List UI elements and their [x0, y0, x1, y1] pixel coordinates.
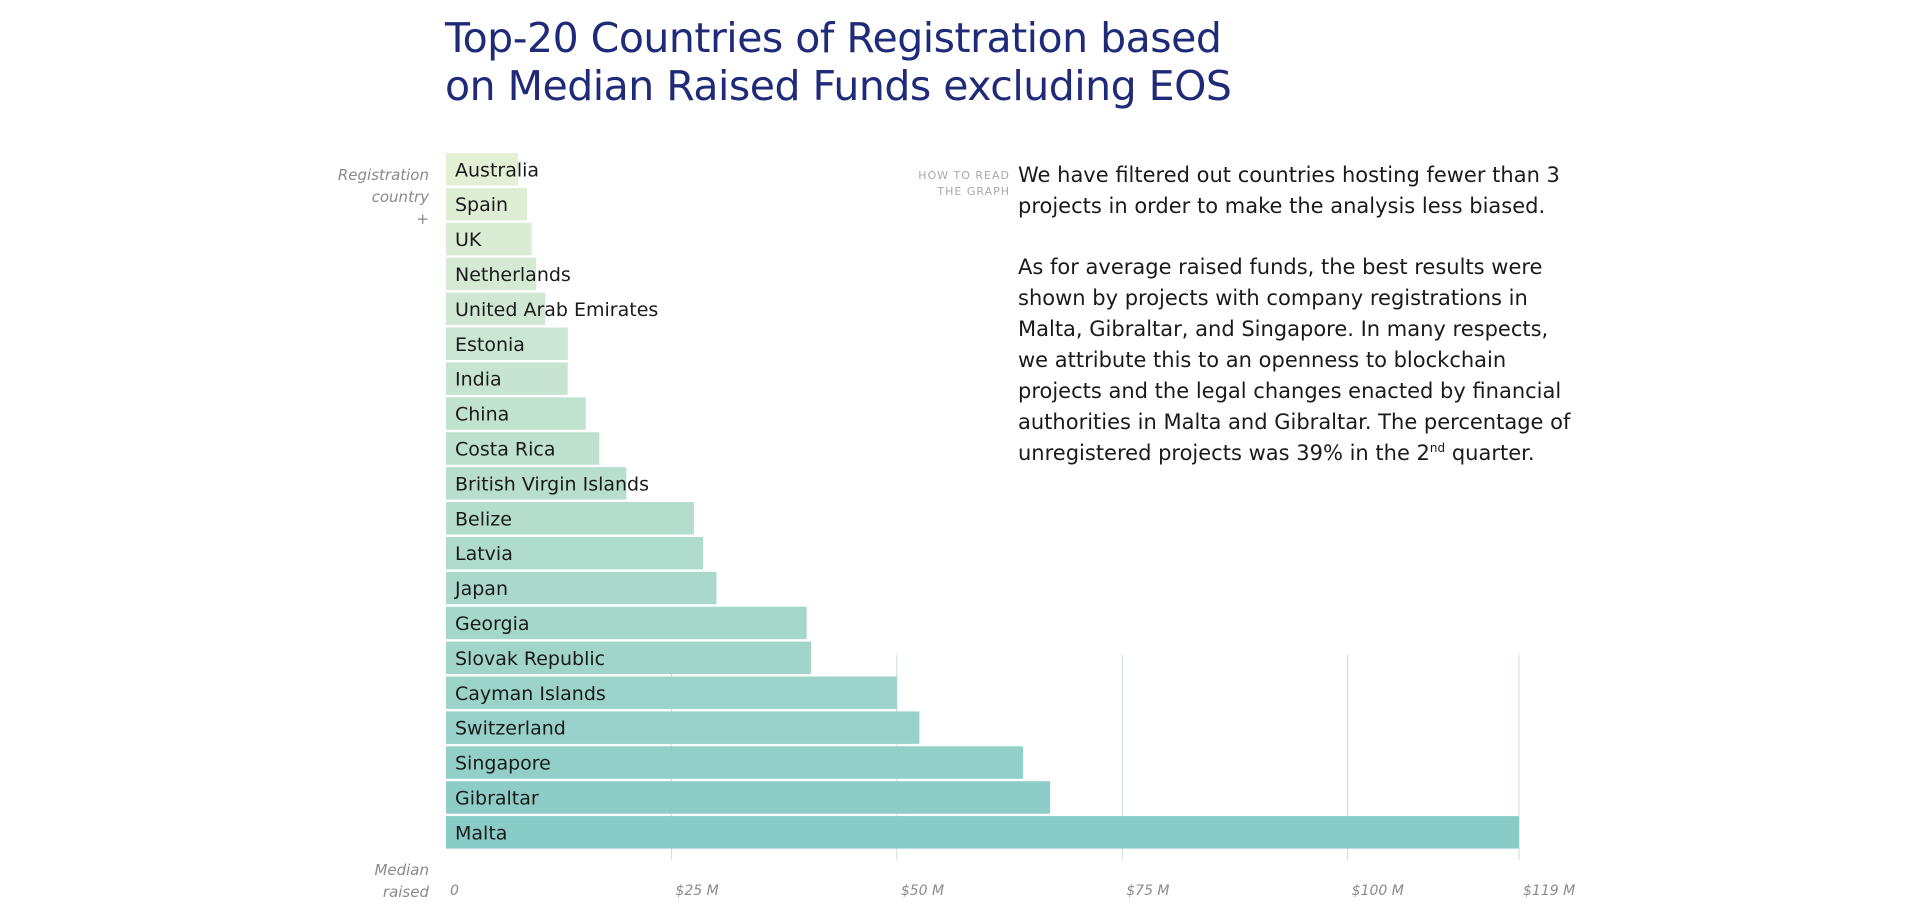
x-axis-ticks: 0 $25 M $50 M $75 M $100 M $119 M [450, 883, 1575, 899]
bar-label-uk: UK [455, 229, 482, 251]
bar-malta [446, 816, 1519, 849]
how-to-read-line-1: HOW TO READ [918, 169, 1010, 182]
bar-latvia [446, 536, 703, 570]
bar-label-costa-rica: Costa Rica [455, 438, 556, 460]
y-axis-caption-line-3: + [416, 210, 429, 228]
bar-india [446, 362, 568, 395]
y-axis-caption-line-1: Registration [338, 166, 429, 184]
bar-cayman-islands [446, 676, 897, 709]
chart-title-line-2: on Median Raised Funds excluding EOS [445, 62, 1232, 110]
x-tick-label-5: $119 M [1523, 883, 1575, 899]
y-axis-caption-line-2: country [372, 188, 430, 206]
how-to-read-line-2: THE GRAPH [937, 185, 1010, 198]
bar-netherlands [446, 257, 537, 291]
bar-japan [446, 571, 717, 605]
bar-label-gibraltar: Gibraltar [455, 787, 539, 809]
ordinal-suffix: nd [1429, 441, 1446, 455]
x-axis-caption-line-2: raised [383, 883, 430, 901]
chart-title-line-1: Top-20 Countries of Registration based [445, 14, 1222, 62]
bar-label-japan: Japan [454, 578, 508, 600]
bar-belize [446, 502, 694, 535]
bar-label-spain: Spain [455, 194, 508, 216]
x-tick-label-0: 0 [450, 883, 459, 899]
bar-gibraltar [446, 781, 1051, 814]
bar-label-slovak-republic: Slovak Republic [455, 648, 605, 670]
bar-estonia [446, 327, 568, 360]
bar-georgia [446, 606, 807, 640]
x-axis-caption-line-1: Median [374, 861, 429, 879]
bar-labels: Australia Spain UK Netherlands United Arab E… [454, 159, 658, 844]
bar-label-british-virgin-islands: British Virgin Islands [455, 473, 649, 495]
bar-label-singapore: Singapore [455, 753, 551, 775]
bar-label-netherlands: Netherlands [455, 264, 571, 286]
how-to-read-label: HOW TO READ THE GRAPH [890, 168, 1010, 200]
explanation-paragraph-1: We have filtered out countries hosting f… [1018, 163, 1560, 218]
bar-label-malta: Malta [455, 822, 507, 844]
explanation-paragraph-2: As for average raised funds, the best re… [1018, 252, 1578, 469]
bar-uk [446, 222, 532, 256]
bar-label-switzerland: Switzerland [455, 718, 566, 740]
bar-label-china: China [455, 404, 509, 426]
bar-australia [446, 153, 519, 186]
explanation-paragraph-2-end: quarter. [1445, 441, 1535, 465]
explanation-paragraph-2-text: As for average raised funds, the best re… [1018, 255, 1571, 465]
bar-label-australia: Australia [455, 159, 539, 181]
bars [446, 153, 1519, 849]
bar-label-latvia: Latvia [455, 543, 513, 565]
x-tick-label-1: $25 M [675, 883, 718, 899]
x-tick-label-3: $75 M [1126, 883, 1169, 899]
bar-label-belize: Belize [455, 508, 512, 530]
bar-united-arab-emirates [446, 292, 546, 326]
x-tick-label-2: $50 M [901, 883, 944, 899]
bar-china [446, 397, 586, 430]
bar-label-georgia: Georgia [455, 613, 530, 635]
bar-spain [446, 187, 528, 221]
chart-title: Top-20 Countries of Registration based o… [445, 14, 1345, 110]
bar-label-india: India [455, 369, 502, 391]
bar-label-cayman-islands: Cayman Islands [455, 683, 606, 705]
bar-costa-rica [446, 432, 600, 465]
bar-slovak-republic [446, 641, 812, 675]
bar-label-united-arab-emirates: United Arab Emirates [455, 299, 658, 321]
explanation-text: We have filtered out countries hosting f… [1018, 160, 1578, 499]
x-tick-label-4: $100 M [1352, 883, 1404, 899]
bar-switzerland [446, 711, 920, 744]
bar-label-estonia: Estonia [455, 334, 525, 356]
bar-singapore [446, 746, 1024, 779]
bar-british-virgin-islands [446, 467, 627, 500]
